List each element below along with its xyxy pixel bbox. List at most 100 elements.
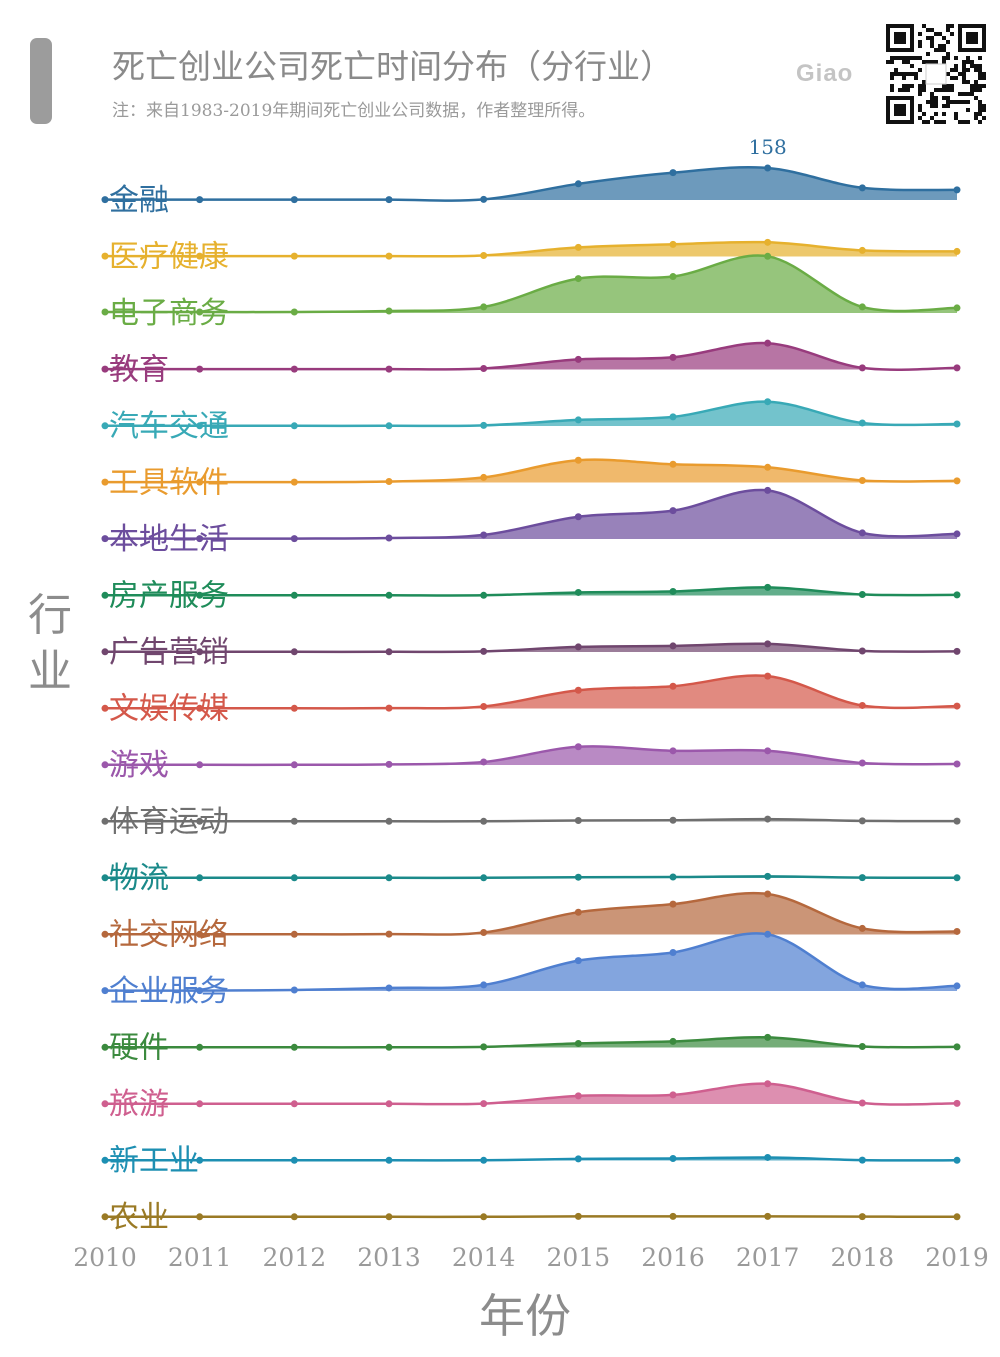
ridge-area	[105, 489, 957, 539]
data-point	[858, 701, 866, 709]
data-point	[574, 588, 582, 596]
ridge-area	[105, 343, 957, 370]
ridges-layer: 金融医疗健康电子商务教育汽车交通工具软件本地生活房产服务广告营销文娱传媒游戏体育…	[101, 135, 961, 1235]
data-point	[480, 1156, 488, 1164]
data-point	[574, 275, 582, 283]
ridge-label: 工具软件	[109, 466, 229, 501]
data-point	[101, 1156, 109, 1164]
data-point	[574, 456, 582, 464]
ridge-area	[105, 459, 957, 483]
data-point	[480, 1043, 488, 1051]
data-point	[290, 648, 298, 656]
data-point	[574, 816, 582, 824]
data-point	[669, 587, 677, 595]
chart-title: 死亡创业公司死亡时间分布（分行业）	[112, 47, 673, 86]
data-point	[953, 1099, 961, 1107]
data-point	[858, 246, 866, 254]
data-point	[101, 591, 109, 599]
data-point	[858, 529, 866, 537]
y-axis-label-char: 业	[28, 646, 72, 697]
ridge-label: 企业服务	[109, 974, 229, 1009]
data-point	[101, 308, 109, 316]
data-point	[764, 930, 772, 938]
data-point	[385, 704, 393, 712]
data-point	[385, 1213, 393, 1221]
data-point	[480, 303, 488, 311]
data-point	[480, 421, 488, 429]
data-point	[385, 1043, 393, 1051]
data-point	[480, 981, 488, 989]
data-point	[196, 308, 204, 316]
data-point	[669, 900, 677, 908]
data-point	[574, 513, 582, 521]
data-point	[290, 1156, 298, 1164]
ridge-line	[104, 341, 958, 371]
data-point	[290, 986, 298, 994]
peak-value-label: 158	[749, 135, 787, 159]
data-point	[290, 1213, 298, 1221]
data-point	[858, 981, 866, 989]
ridge-area	[105, 255, 957, 313]
qr-code-icon[interactable]	[886, 24, 986, 124]
data-point	[101, 648, 109, 656]
data-point	[574, 873, 582, 881]
data-point	[858, 647, 866, 655]
ridge-label: 金融	[109, 183, 169, 218]
data-point	[669, 460, 677, 468]
ridge-广告营销: 广告营销	[101, 635, 961, 670]
data-point	[385, 930, 393, 938]
data-point	[385, 591, 393, 599]
data-point	[858, 419, 866, 427]
data-point	[574, 957, 582, 965]
y-axis-label: 行业	[28, 590, 72, 697]
data-point	[953, 817, 961, 825]
data-point	[101, 817, 109, 825]
ridge-label: 体育运动	[109, 805, 229, 840]
ridge-area	[105, 401, 957, 426]
data-point	[290, 930, 298, 938]
ridge-文娱传媒: 文娱传媒	[101, 672, 961, 727]
data-point	[480, 195, 488, 203]
data-point	[764, 339, 772, 347]
x-tick-label: 2018	[831, 1243, 895, 1272]
ridge-area	[105, 167, 957, 201]
ridge-line	[105, 1082, 958, 1106]
ridge-line	[104, 891, 958, 936]
ridge-line	[104, 488, 958, 540]
data-point	[669, 816, 677, 824]
data-point	[574, 180, 582, 188]
data-point	[385, 874, 393, 882]
data-point	[858, 184, 866, 192]
data-point	[574, 908, 582, 916]
data-point	[764, 1212, 772, 1220]
data-point	[385, 196, 393, 204]
x-tick-label: 2016	[641, 1243, 705, 1272]
data-point	[480, 531, 488, 539]
x-tick-label: 2019	[925, 1243, 989, 1272]
data-point	[196, 535, 204, 543]
data-point	[669, 240, 677, 248]
data-point	[385, 1156, 393, 1164]
data-point	[101, 761, 109, 769]
data-point	[101, 1043, 109, 1051]
ridge-label: 社交网络	[109, 918, 229, 953]
data-point	[953, 530, 961, 538]
data-point	[385, 1100, 393, 1108]
ridge-label: 电子商务	[109, 296, 229, 331]
ridge-area	[105, 675, 957, 709]
data-point	[101, 930, 109, 938]
data-point	[196, 1100, 204, 1108]
ridge-line	[104, 875, 958, 880]
ridge-金融: 金融	[101, 164, 961, 218]
data-point	[196, 817, 204, 825]
data-point	[385, 307, 393, 315]
ridge-label: 教育	[109, 353, 169, 388]
data-point	[764, 463, 772, 471]
data-point	[290, 1100, 298, 1108]
ridge-label: 农业	[109, 1200, 169, 1235]
ridge-line	[104, 586, 958, 597]
data-point	[196, 252, 204, 260]
data-point	[669, 169, 677, 177]
data-point	[764, 640, 772, 648]
data-point	[480, 758, 488, 766]
